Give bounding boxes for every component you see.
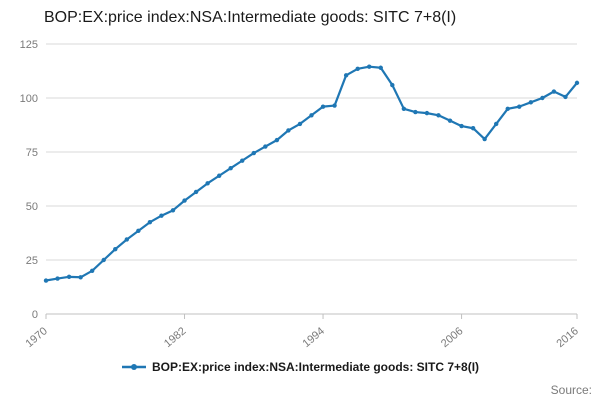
y-tick-label: 25 (26, 255, 38, 267)
data-point (517, 104, 522, 109)
data-point (343, 73, 349, 78)
data-point (540, 95, 545, 101)
data-point (447, 118, 453, 123)
data-point (240, 158, 245, 163)
data-point (205, 181, 210, 186)
data-point (459, 123, 464, 129)
data-point (78, 275, 83, 280)
data-point (332, 103, 337, 108)
data-point (101, 257, 106, 263)
source-label: Source: (550, 383, 592, 397)
data-point (436, 113, 441, 118)
data-point (505, 106, 510, 112)
data-point (147, 220, 153, 225)
data-point (274, 137, 280, 143)
data-point (251, 150, 256, 156)
x-tick-label: 1982 (162, 325, 188, 350)
data-point (297, 121, 303, 127)
legend-line-marker-icon (121, 364, 146, 370)
data-point (55, 276, 60, 281)
data-point (182, 198, 187, 203)
series-line (44, 65, 579, 282)
data-point (563, 94, 568, 100)
data-point (320, 104, 326, 109)
data-point (493, 121, 499, 127)
data-point (401, 106, 407, 112)
data-point (574, 80, 580, 86)
data-point (66, 274, 72, 280)
data-point (309, 113, 314, 118)
legend-item[interactable]: BOP:EX:price index:NSA:Intermediate good… (121, 360, 479, 374)
x-tick-label: 1994 (301, 325, 327, 350)
x-tick-label: 1970 (23, 325, 49, 350)
data-point (286, 128, 291, 133)
x-tick-label: 2016 (554, 325, 580, 350)
chart-title: BOP:EX:price index:NSA:Intermediate good… (44, 9, 457, 26)
data-point (228, 166, 233, 171)
data-point (136, 228, 141, 234)
data-point (390, 82, 395, 88)
data-point (470, 126, 476, 131)
line-chart: 0 25 50 75 100 125 1970 1982 1994 2006 2016 (20, 39, 581, 350)
data-point (482, 136, 487, 142)
data-point (367, 64, 372, 69)
data-point (263, 144, 268, 149)
y-tick-label: 50 (26, 201, 38, 213)
data-point (355, 66, 360, 72)
data-point (216, 173, 222, 178)
chart-legend: BOP:EX:price index:NSA:Intermediate good… (0, 360, 600, 374)
x-tick-label: 2006 (439, 325, 465, 350)
y-tick-label: 0 (32, 309, 38, 321)
data-point (89, 268, 95, 273)
data-point (413, 109, 418, 115)
y-tick-label: 100 (20, 93, 38, 105)
data-point (424, 110, 430, 116)
data-point (124, 237, 130, 242)
data-point (43, 278, 49, 283)
data-point (378, 65, 383, 70)
y-tick-label: 125 (20, 39, 38, 51)
data-point (170, 208, 176, 213)
data-point (193, 189, 199, 195)
data-point (113, 247, 118, 252)
data-point (528, 100, 534, 105)
data-point (551, 89, 557, 94)
data-point (159, 213, 164, 218)
y-tick-label: 75 (26, 147, 38, 159)
legend-label: BOP:EX:price index:NSA:Intermediate good… (151, 360, 480, 374)
